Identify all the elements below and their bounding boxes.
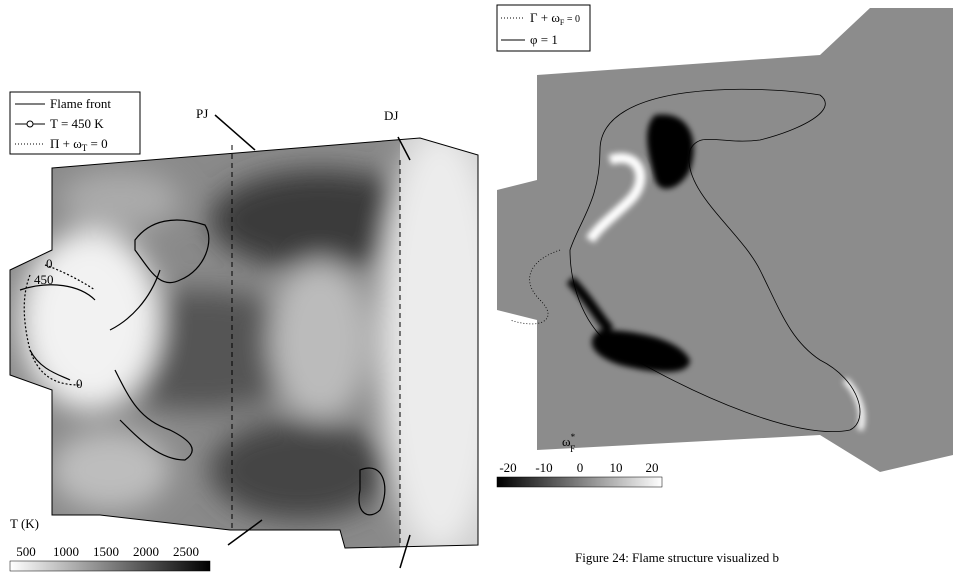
right-legend: Γ + ωF = 0 φ = 1 [496,4,591,52]
temperature-field [10,138,478,548]
reaction-field [497,8,953,472]
colorbar [496,476,663,488]
legend-entry: Flame front [50,96,111,111]
colorbar-tick-label: 10 [610,460,623,475]
label-pj: PJ [196,106,208,121]
colorbar-tick-label: 1000 [53,544,79,559]
legend-entry: φ = 1 [530,32,558,47]
legend-entry: T = 450 K [50,116,104,131]
colorbar-tick-label: 1500 [93,544,119,559]
colorbar-tick-label: -20 [499,460,516,475]
domain-outline [9,137,479,549]
caption: Figure 24: Flame structure visualized b [575,550,779,565]
colorbar-tick-label: 20 [646,460,659,475]
colorbar-title: T (K) [10,516,39,531]
colorbar-title: ω* F [562,432,576,454]
colorbar-tick-label: 0 [577,460,584,475]
colorbar-tick-label: 2500 [173,544,199,559]
contour-label: 450 [34,272,54,287]
contour-label: 0 [46,256,53,271]
legend-entry: Γ + ωF = 0 [530,10,580,27]
phi-contour [509,88,861,432]
colorbar [9,560,211,572]
contour-label: 0 [76,376,83,391]
colorbar-tick-label: 500 [16,544,36,559]
colorbar-tick-label: 2000 [133,544,159,559]
legend-entry: Π + ωT = 0 [50,136,108,153]
flame-contours [19,219,386,516]
label-dj: DJ [384,108,398,123]
left-legend: Flame front T = 450 K Π + ωT = 0 [9,91,141,155]
pj-dj-lines [214,114,411,569]
colorbar-tick-label: -10 [535,460,552,475]
